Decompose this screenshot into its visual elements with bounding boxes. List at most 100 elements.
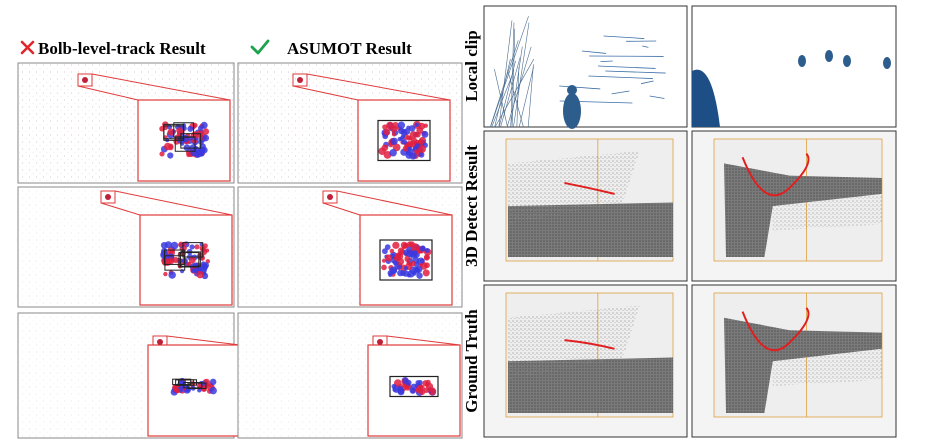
tree-stroke [490, 40, 519, 128]
blob-point [410, 260, 416, 267]
blob-point [194, 244, 200, 250]
blob-point [392, 241, 400, 249]
blob-point [174, 388, 180, 394]
blob-point [383, 128, 391, 136]
tree-stroke [494, 58, 535, 128]
object-mini [157, 339, 163, 345]
person-head [567, 85, 577, 95]
blob-point [417, 380, 423, 386]
blob-point [416, 272, 423, 279]
blob-point [421, 130, 429, 138]
blob-point [419, 258, 425, 264]
source-box [292, 73, 308, 87]
tree-stroke [498, 20, 513, 128]
object-edge [798, 55, 806, 67]
edge-stroke [605, 70, 666, 74]
blob-point [381, 248, 388, 255]
zoom-line [91, 73, 231, 101]
blob-point [411, 243, 419, 251]
blob-point [397, 247, 405, 254]
blob-point [386, 121, 394, 130]
blob-point [181, 125, 187, 131]
blob-point [187, 125, 194, 132]
zoom-line [166, 335, 241, 346]
blob-point [381, 264, 387, 271]
blob-point [170, 241, 179, 250]
point-cloud [724, 163, 882, 257]
blob-point [403, 243, 408, 248]
object-mini [327, 194, 333, 200]
blob-point [378, 147, 386, 155]
point-cloud [508, 151, 640, 225]
blob-point [197, 129, 204, 137]
object-mini [377, 339, 383, 345]
track-box [389, 375, 439, 398]
trajectory [564, 339, 615, 350]
track-box [377, 119, 431, 162]
edge-stroke [640, 80, 654, 85]
blob-point [183, 144, 191, 151]
blob-point [209, 378, 217, 386]
fail-label: Bolb-level-track Result [38, 39, 206, 58]
panel [483, 284, 688, 438]
blob-point [197, 125, 204, 131]
blob-point [406, 260, 411, 266]
blob-point [168, 143, 174, 149]
blob-point [428, 387, 434, 393]
blob-point [418, 145, 427, 153]
blob-point [407, 241, 413, 247]
blob-point [384, 254, 393, 262]
track-box [173, 122, 195, 138]
blob-point [402, 270, 410, 277]
panel-frame [691, 5, 897, 128]
tree-stroke [500, 57, 521, 128]
point-cloud [772, 193, 882, 231]
zoom-line [322, 202, 361, 216]
zoom-line [306, 73, 451, 101]
tree-stroke [527, 64, 534, 128]
object-edge [883, 57, 891, 69]
blob-point [406, 135, 412, 141]
blob-point [201, 386, 207, 392]
blob-point [391, 131, 397, 137]
blob-point [418, 151, 425, 158]
object-edge [843, 55, 851, 67]
blob-point [398, 127, 405, 135]
object-edge [692, 69, 720, 127]
blob-point [397, 121, 406, 129]
row-label: 3D Detect Result [462, 145, 481, 267]
tile [17, 312, 241, 439]
blob-point [405, 379, 412, 386]
tile [17, 186, 235, 308]
blob-point [200, 261, 206, 267]
source-box [77, 73, 93, 87]
blob-point [176, 127, 183, 134]
point-cloud [508, 305, 640, 380]
blob-point [393, 254, 401, 262]
zoom-line [114, 190, 233, 216]
blob-point [202, 134, 210, 142]
object-mini [297, 77, 303, 83]
tree-stroke [518, 66, 534, 128]
tile [237, 62, 463, 184]
edge-stroke [603, 35, 645, 39]
track-box [180, 133, 202, 149]
blob-point [198, 148, 205, 154]
blob-point [167, 128, 175, 136]
blob-point [404, 255, 411, 262]
blob-point [202, 128, 210, 135]
blob-point [416, 385, 424, 392]
object-mini [82, 77, 88, 83]
edge-stroke [559, 85, 601, 90]
blob-point [422, 269, 430, 277]
blob-point [423, 255, 430, 261]
blob-point [196, 270, 204, 279]
object-edge [825, 50, 833, 62]
blob-point [163, 271, 168, 277]
blob-point [412, 271, 417, 276]
success-label: ASUMOT Result [287, 39, 412, 58]
blob-point [389, 248, 395, 254]
zoom-line [100, 202, 141, 216]
